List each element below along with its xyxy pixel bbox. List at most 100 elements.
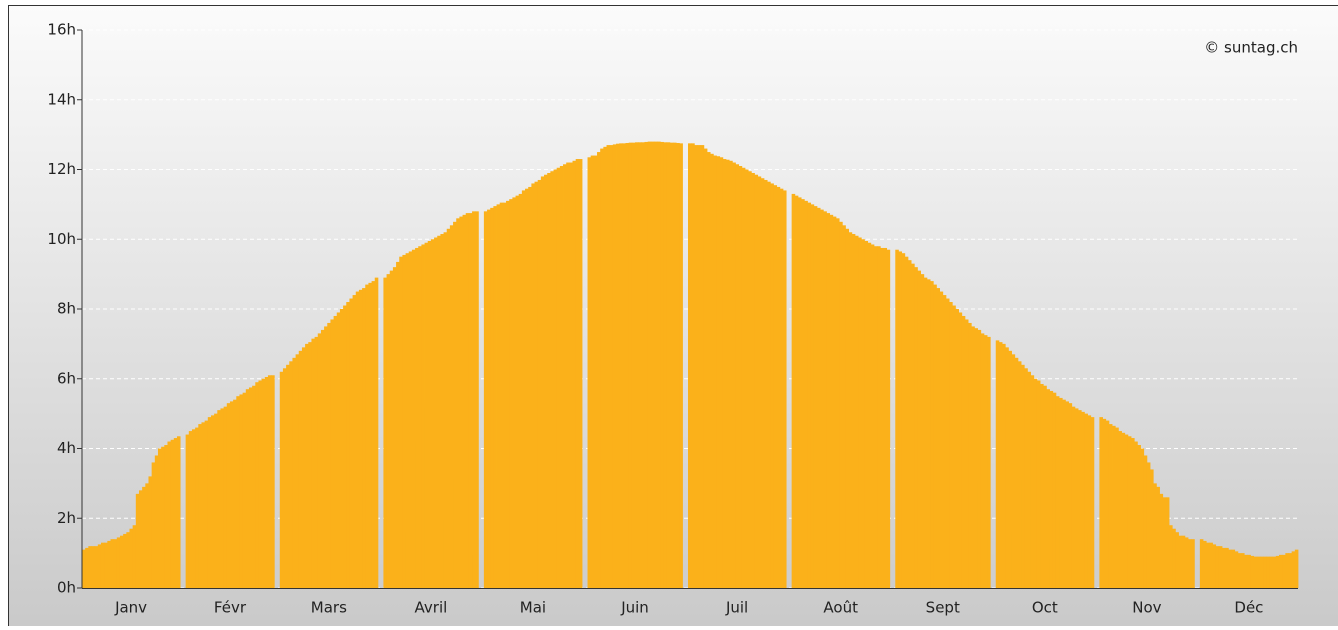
bar (968, 323, 972, 588)
bar (726, 160, 730, 588)
bar (924, 278, 928, 588)
bar (1031, 375, 1035, 588)
bar (1235, 551, 1239, 588)
bar (1112, 426, 1116, 588)
bar (516, 196, 520, 588)
bar (811, 204, 815, 588)
bar (262, 379, 266, 588)
bar (286, 365, 290, 588)
bar (372, 281, 376, 588)
bar (472, 211, 476, 588)
bar (576, 159, 580, 588)
bar (694, 145, 698, 588)
bar (914, 267, 918, 588)
bar (493, 206, 497, 588)
y-tick-label: 0h (57, 579, 76, 597)
bar (421, 244, 425, 588)
bar (707, 152, 711, 588)
bar (500, 203, 504, 588)
bar (864, 241, 868, 588)
bar (155, 455, 159, 588)
bar (955, 309, 959, 588)
bar (289, 361, 293, 588)
bar (1037, 380, 1041, 588)
bar (823, 211, 827, 588)
bar (538, 180, 542, 588)
bar (117, 537, 121, 588)
x-tick-label: Avril (415, 599, 448, 617)
bar (921, 274, 925, 588)
bar (434, 238, 438, 588)
bar (544, 175, 548, 588)
bar (1062, 400, 1066, 588)
bar (280, 372, 284, 588)
bar (1213, 544, 1217, 588)
bar (654, 142, 658, 588)
x-tick-label: Juil (725, 599, 748, 617)
bar (346, 302, 350, 588)
x-tick-label: Oct (1032, 599, 1058, 617)
bar (353, 295, 357, 588)
bar (120, 536, 124, 588)
bar (399, 257, 403, 588)
bar (362, 288, 366, 588)
bar (807, 203, 811, 588)
bar (522, 190, 526, 588)
bar (1209, 543, 1213, 588)
bar (962, 316, 966, 588)
bar (981, 333, 985, 588)
bar (1050, 391, 1054, 588)
bar (230, 401, 234, 588)
bar (579, 159, 583, 588)
bar (1103, 419, 1107, 588)
bar (1219, 546, 1223, 588)
bar (145, 483, 149, 588)
bar (1109, 424, 1113, 588)
bar (296, 354, 300, 588)
bar (626, 143, 630, 588)
bar (1263, 557, 1267, 588)
x-tick-label: Mars (311, 599, 347, 617)
x-tick-label: Nov (1132, 599, 1161, 617)
bar (265, 377, 269, 588)
bar (927, 279, 931, 588)
bar (1270, 557, 1274, 588)
bar (475, 211, 479, 588)
x-tick-label: Sept (926, 599, 960, 617)
bar (550, 171, 554, 588)
bar (1069, 403, 1073, 588)
bar (268, 375, 272, 588)
bar (801, 199, 805, 588)
bar (679, 143, 683, 588)
bar (246, 389, 250, 588)
bar (1200, 539, 1204, 588)
bar (852, 234, 856, 588)
bar (563, 164, 567, 588)
bar (622, 143, 626, 588)
bar (632, 143, 636, 588)
bar (164, 445, 168, 588)
bar (871, 244, 875, 588)
bar (761, 178, 765, 588)
bar (629, 143, 633, 588)
bar (1099, 417, 1103, 588)
bar (1163, 497, 1167, 588)
bar (1075, 408, 1079, 588)
bar (1247, 555, 1251, 588)
bar (569, 163, 573, 588)
bar (591, 156, 595, 588)
bar (1188, 539, 1192, 588)
bar (842, 225, 846, 588)
bar (588, 157, 592, 588)
bar (1002, 344, 1006, 588)
bar (616, 144, 620, 588)
bar (1153, 483, 1157, 588)
bar (898, 251, 902, 588)
x-tick-label: Août (823, 599, 858, 617)
bar (343, 306, 347, 588)
bar (845, 229, 849, 588)
bar (949, 302, 953, 588)
bar (104, 543, 108, 588)
bar (186, 435, 190, 588)
bar (456, 218, 460, 588)
